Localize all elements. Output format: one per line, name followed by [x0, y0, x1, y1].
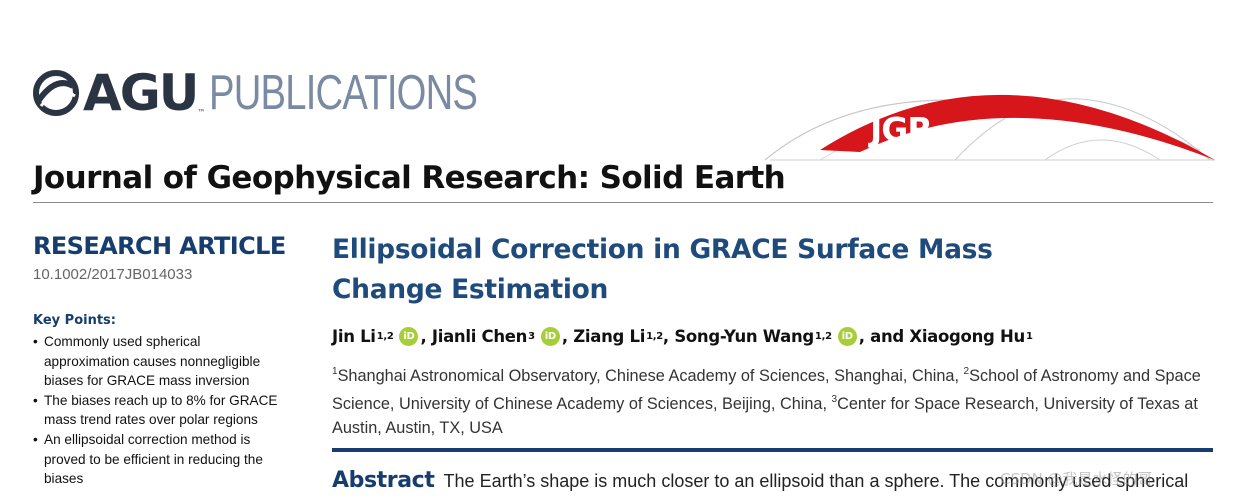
jgr-logo: JGR — [764, 94, 1216, 161]
author-name[interactable]: Ziang Li — [573, 327, 646, 346]
header-divider — [33, 202, 1213, 203]
agu-publications-logo: AGU ™ PUBLICATIONS — [33, 62, 553, 124]
article-header: Ellipsoidal Correction in GRACE Surface … — [332, 230, 1212, 440]
orcid-icon[interactable]: iD — [837, 327, 857, 346]
affiliations: 1Shanghai Astronomical Observatory, Chin… — [332, 360, 1212, 440]
author-separator: , — [858, 327, 865, 346]
author-name[interactable]: Song-Yun Wang — [674, 327, 814, 346]
key-points-list: Commonly used spherical approximation ca… — [33, 332, 303, 489]
affiliation-text: Center for Space Research, University of… — [332, 395, 1198, 437]
affiliation-marker: 1 — [332, 366, 338, 377]
author-affiliation-sup: 1 — [1025, 331, 1033, 342]
affiliation-text: School of Astronomy and Space Science, U… — [332, 367, 1201, 413]
publications-wordmark: PUBLICATIONS — [209, 65, 478, 120]
affiliation-text: Shanghai Astronomical Observatory, Chine… — [337, 367, 964, 385]
watermark: CSDN @我是水怪的哥 — [1000, 470, 1153, 488]
agu-wordmark: AGU — [83, 64, 199, 122]
article-title: Ellipsoidal Correction in GRACE Surface … — [332, 234, 993, 305]
key-point-item: An ellipsoidal correction method is prov… — [33, 430, 289, 489]
journal-header: AGU ™ PUBLICATIONS JGR Journal of Geophy… — [0, 0, 1234, 203]
orcid-icon[interactable]: iD — [399, 327, 419, 346]
doi-link[interactable]: 10.1002/2017JB014033 — [33, 266, 193, 283]
key-point-item: Commonly used spherical approximation ca… — [33, 332, 289, 391]
author-name[interactable]: and Xiaogong Hu — [870, 327, 1025, 346]
author-separator: , — [561, 327, 568, 346]
author-affiliation-sup: 1,2 — [376, 331, 394, 342]
agu-globe-icon — [33, 70, 79, 116]
author-list: Jin Li 1,2 iD, Jianli Chen 3 iD, Ziang Li 1… — [332, 327, 1212, 346]
affiliation-marker: 3 — [831, 394, 838, 405]
trademark-symbol: ™ — [197, 107, 206, 117]
author-affiliation-sup: 1,2 — [646, 331, 663, 342]
jgr-logo-text: JGR — [868, 110, 932, 149]
orcid-icon[interactable]: iD — [540, 327, 560, 346]
article-type: RESEARCH ARTICLE — [33, 232, 286, 260]
affiliation-marker: 2 — [963, 366, 970, 377]
author-name[interactable]: Jin Li — [332, 327, 376, 346]
abstract-divider — [332, 448, 1213, 452]
key-point-item: The biases reach up to 8% for GRACE mass… — [33, 391, 289, 430]
author-affiliation-sup: 3 — [528, 331, 535, 342]
author-separator: , — [662, 327, 669, 346]
author-separator: , — [420, 327, 427, 346]
author-name[interactable]: Jianli Chen — [431, 327, 528, 346]
journal-title: Journal of Geophysical Research: Solid E… — [33, 160, 786, 196]
key-points-heading: Key Points: — [33, 313, 116, 328]
author-affiliation-sup: 1,2 — [814, 331, 832, 342]
abstract-heading: Abstract — [332, 468, 435, 493]
article-sidebar: RESEARCH ARTICLE 10.1002/2017JB014033 Ke… — [33, 232, 303, 489]
abstract-text: The Earth’s shape is much closer to an e… — [443, 471, 1189, 491]
abstract-section: Abstract The Earth’s shape is much close… — [332, 468, 1232, 493]
